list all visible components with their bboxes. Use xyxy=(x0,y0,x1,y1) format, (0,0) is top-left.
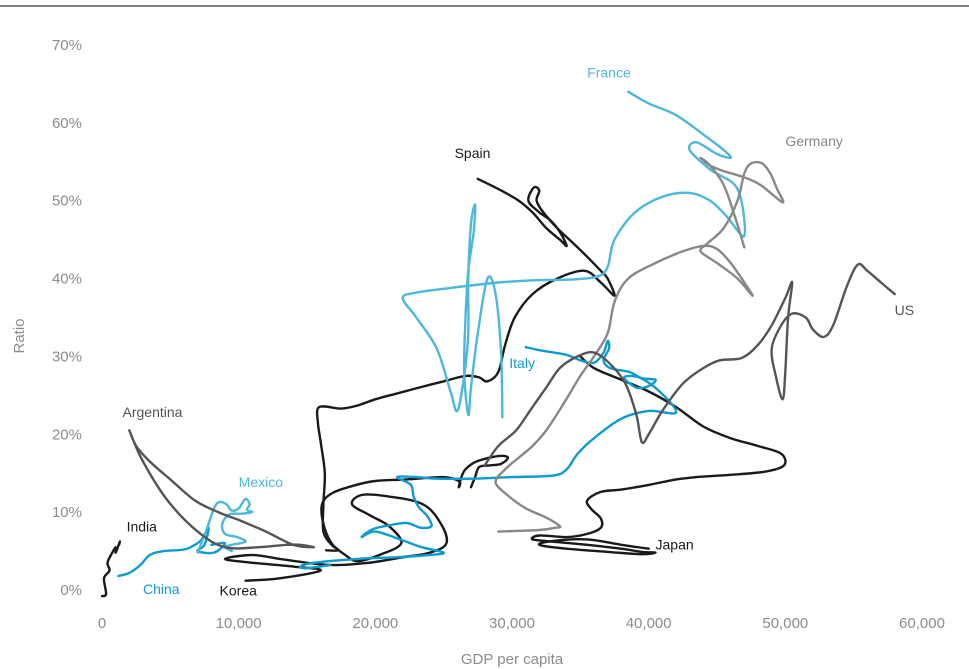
y-axis-title: Ratio xyxy=(11,318,28,353)
y-tick-label-2: 20% xyxy=(52,426,82,443)
series-label-india: India xyxy=(127,519,158,535)
series-label-korea: Korea xyxy=(220,582,258,598)
x-tick-label-4: 40,000 xyxy=(626,615,672,632)
series-line-france xyxy=(401,90,747,419)
x-tick-label-5: 50,000 xyxy=(762,615,808,632)
series-line-china xyxy=(117,526,227,578)
series-label-spain: Spain xyxy=(455,145,491,161)
series-line-us xyxy=(483,262,896,467)
series-label-argentina: Argentina xyxy=(123,404,183,420)
series-line-mexico xyxy=(196,497,254,554)
x-tick-label-1: 10,000 xyxy=(216,615,262,632)
x-tick-label-3: 30,000 xyxy=(489,615,535,632)
series-line-argentina xyxy=(128,429,316,550)
y-tick-label-7: 70% xyxy=(52,37,82,54)
y-axis-ticks: 0% 10% 20% 30% 40% 50% 60% 70% xyxy=(52,37,82,599)
x-axis-title: GDP per capita xyxy=(461,651,564,668)
y-tick-label-3: 30% xyxy=(52,348,82,365)
series-label-france: France xyxy=(587,65,631,81)
series-labels: India China Mexico Argentina Korea Japan Spain… xyxy=(123,65,915,599)
series-label-germany: Germany xyxy=(785,133,843,149)
x-axis-ticks: 0 10,000 20,000 30,000 40,000 50,000 60,000 xyxy=(98,615,945,632)
x-tick-label-6: 60,000 xyxy=(899,615,945,632)
series-line-india xyxy=(100,540,122,598)
series-label-japan: Japan xyxy=(656,537,694,553)
series-label-china: China xyxy=(143,581,180,597)
series-line-italy xyxy=(298,339,678,570)
series-line-germany xyxy=(494,156,785,533)
x-tick-label-0: 0 xyxy=(98,615,106,632)
y-tick-label-6: 60% xyxy=(52,115,82,132)
y-tick-label-1: 10% xyxy=(52,504,82,521)
y-tick-label-5: 50% xyxy=(52,193,82,210)
series-line-spain xyxy=(315,177,616,552)
series-line-japan xyxy=(530,355,787,556)
y-tick-label-0: 0% xyxy=(60,582,82,599)
series-label-mexico: Mexico xyxy=(239,474,284,490)
series-label-us: US xyxy=(895,302,914,318)
y-tick-label-4: 40% xyxy=(52,271,82,288)
series-layer xyxy=(100,90,896,598)
series-label-italy: Italy xyxy=(509,355,535,371)
x-tick-label-2: 20,000 xyxy=(352,615,398,632)
